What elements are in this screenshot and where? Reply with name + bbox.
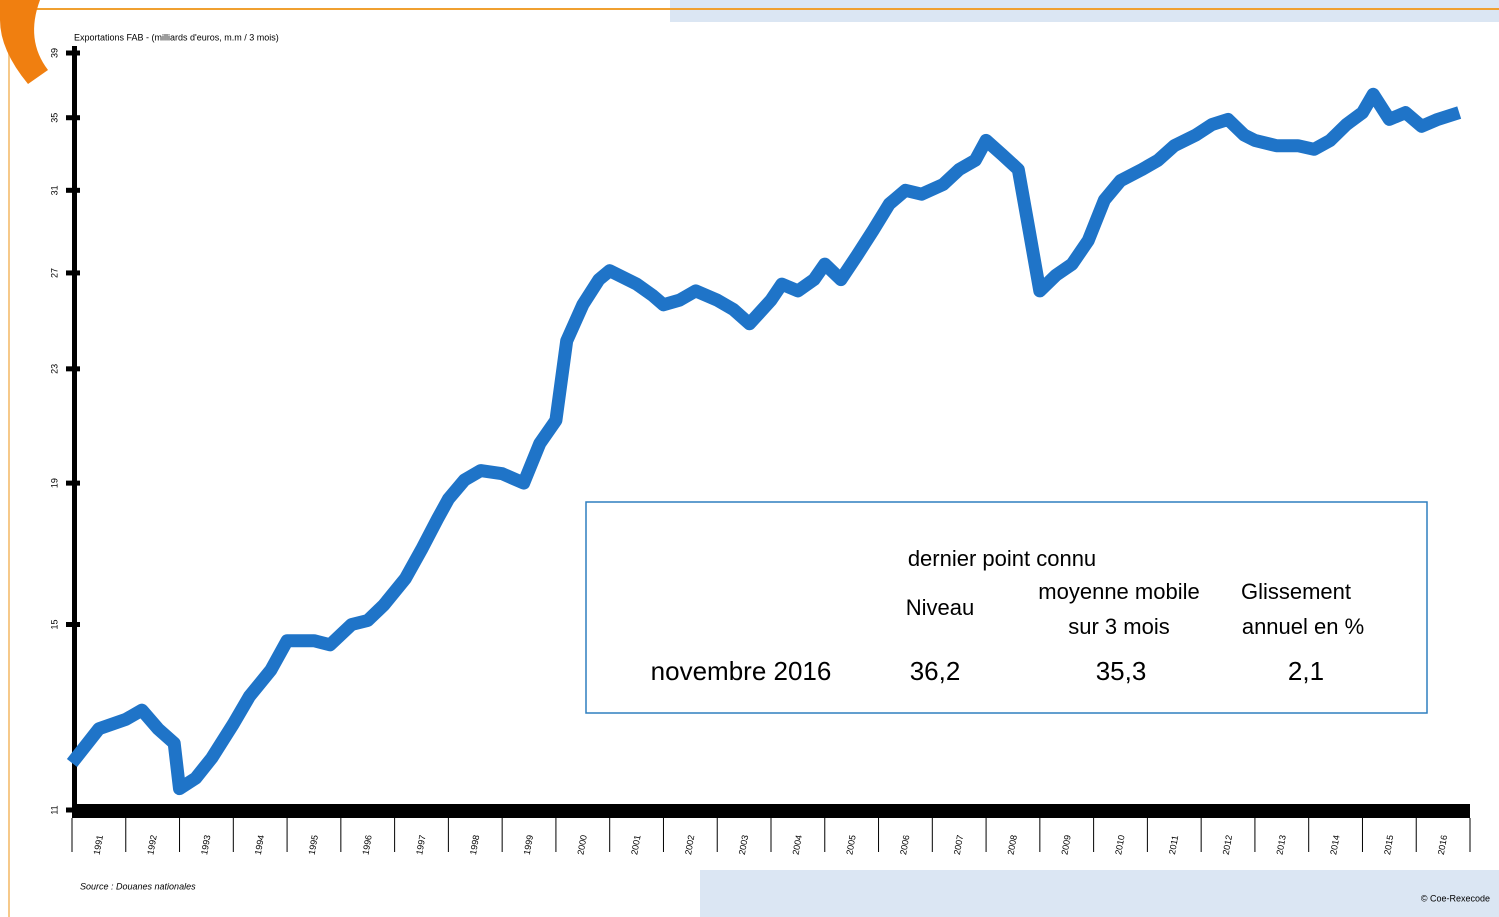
y-tick-label: 15 xyxy=(49,619,59,629)
y-tick xyxy=(66,480,80,486)
y-tick xyxy=(66,50,80,56)
x-tick-label: 1999 xyxy=(522,834,535,855)
x-tick-label: 1994 xyxy=(253,834,266,855)
x-tick-label: 2008 xyxy=(1006,834,1019,855)
source: Source : Douanes nationales xyxy=(80,881,196,891)
column-header: Niveau xyxy=(906,595,974,620)
x-tick-label: 2015 xyxy=(1382,834,1395,855)
x-tick-label: 2014 xyxy=(1328,834,1341,855)
x-tick-label: 2002 xyxy=(683,834,696,855)
x-tick-label: 1991 xyxy=(92,834,105,855)
x-tick-label: 2004 xyxy=(791,834,804,855)
column-header: sur 3 mois xyxy=(1068,614,1169,639)
column-header: annuel en % xyxy=(1242,614,1364,639)
x-tick-label: 1995 xyxy=(307,834,320,855)
cell: 36,2 xyxy=(910,656,961,686)
y-tick xyxy=(66,270,80,276)
x-tick-label: 2003 xyxy=(737,834,750,855)
x-tick-label: 1997 xyxy=(414,834,427,855)
top-rule xyxy=(0,8,1499,10)
data-line xyxy=(66,87,1462,796)
column-header: moyenne mobile xyxy=(1038,579,1199,604)
y-tick xyxy=(66,807,80,813)
x-tick-label: 2011 xyxy=(1167,834,1180,855)
column-header: Glissement xyxy=(1241,579,1351,604)
x-tick-label: 2009 xyxy=(1059,834,1072,855)
table-header: dernier point connu xyxy=(908,546,1096,571)
x-tick-label: 2012 xyxy=(1221,834,1234,855)
x-tick-label: 2010 xyxy=(1113,834,1126,855)
x-tick-label: 2006 xyxy=(898,834,911,855)
x-tick-label: 1993 xyxy=(199,834,212,855)
y-axis xyxy=(72,46,77,814)
y-tick-label: 19 xyxy=(49,478,59,488)
y-tick xyxy=(66,115,80,121)
corner-decoration xyxy=(0,0,48,84)
x-tick-label: 1996 xyxy=(360,834,373,855)
y-tick-label: 35 xyxy=(49,113,59,123)
y-tick xyxy=(66,621,80,627)
y-tick xyxy=(66,187,80,193)
x-tick-label: 2001 xyxy=(629,834,642,855)
credit: © Coe-Rexecode xyxy=(1421,893,1490,903)
cell: 35,3 xyxy=(1096,656,1147,686)
header-panel xyxy=(670,0,1499,22)
x-axis xyxy=(72,804,1470,818)
y-tick-label: 27 xyxy=(49,268,59,278)
x-tick-label: 1992 xyxy=(145,834,158,855)
x-tick-label: 2016 xyxy=(1436,834,1449,855)
x-tick-label: 1998 xyxy=(468,834,481,855)
y-tick-label: 39 xyxy=(49,48,59,58)
y-tick-label: 11 xyxy=(49,805,59,814)
left-rule xyxy=(8,8,10,917)
x-tick-label: 2007 xyxy=(952,834,965,855)
chart-title: Exportations FAB - (milliards d'euros, m… xyxy=(74,32,279,42)
info-box xyxy=(585,501,1428,714)
row-label: novembre 2016 xyxy=(651,656,832,686)
y-tick-label: 23 xyxy=(49,364,59,374)
cell: 2,1 xyxy=(1288,656,1324,686)
x-tick-label: 2000 xyxy=(576,834,589,855)
y-tick xyxy=(66,366,80,372)
y-tick-label: 31 xyxy=(49,185,59,195)
x-tick-label: 2013 xyxy=(1275,834,1288,855)
footer-panel xyxy=(700,870,1499,917)
x-tick-label: 2005 xyxy=(844,834,857,855)
